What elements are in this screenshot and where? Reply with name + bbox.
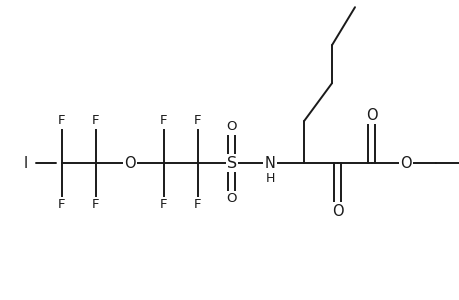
Text: O: O (399, 155, 411, 170)
Text: O: O (331, 203, 343, 218)
Text: N: N (264, 155, 275, 170)
Text: F: F (160, 199, 168, 212)
Text: O: O (226, 193, 237, 206)
Text: F: F (92, 199, 100, 212)
Text: F: F (194, 199, 202, 212)
Text: I: I (24, 155, 28, 170)
Text: O: O (365, 107, 377, 122)
Text: S: S (226, 155, 236, 170)
Text: O: O (226, 121, 237, 134)
Text: F: F (58, 115, 66, 128)
Text: O: O (124, 155, 135, 170)
Text: H: H (265, 172, 274, 185)
Text: F: F (160, 115, 168, 128)
Text: F: F (194, 115, 202, 128)
Text: F: F (92, 115, 100, 128)
Text: F: F (58, 199, 66, 212)
